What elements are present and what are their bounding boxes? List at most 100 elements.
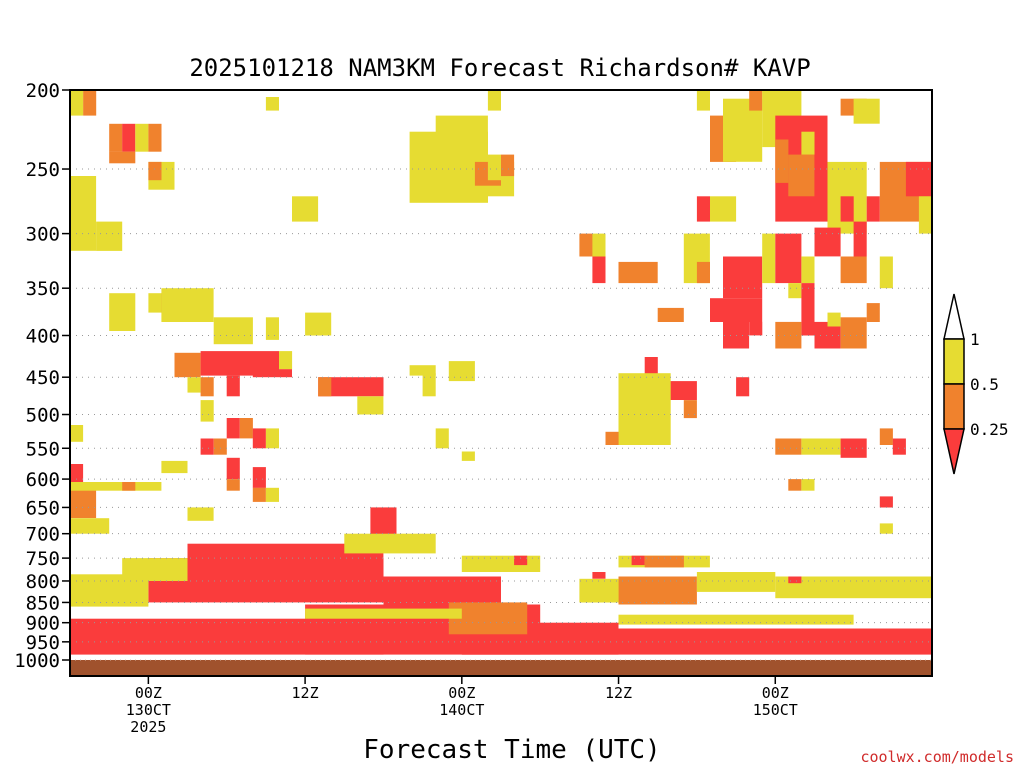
ri-cell-low xyxy=(226,457,240,480)
y-tick-label: 350 xyxy=(26,278,60,300)
ri-cell-low xyxy=(840,196,854,222)
ri-cell-low xyxy=(749,321,763,336)
ri-cell-mid xyxy=(213,438,227,455)
ri-cell-high xyxy=(579,578,619,603)
ri-cell-high xyxy=(265,428,279,449)
ri-cell-mid xyxy=(109,123,123,152)
ri-cell-mid xyxy=(618,576,697,605)
ri-cell-high xyxy=(487,154,501,181)
ri-cell-low xyxy=(853,221,867,257)
ri-cell-mid xyxy=(318,377,332,397)
ri-cell-low xyxy=(226,418,240,439)
legend-swatch-below-0.25 xyxy=(943,428,965,475)
ri-cell-mid xyxy=(148,161,162,181)
y-axis: 200 250 300 350 400 450 500 550 600 650 7007508008… xyxy=(14,80,70,672)
ri-cell-high xyxy=(213,317,253,345)
ri-cell-high xyxy=(187,507,214,521)
ri-cell-high xyxy=(592,233,606,257)
ri-cell-high xyxy=(487,90,501,111)
legend-label: 0.5 xyxy=(970,375,999,394)
ri-cell-mid xyxy=(879,428,893,445)
ri-cell-high xyxy=(618,373,671,445)
ri-cell-mid xyxy=(174,352,201,378)
ri-cell-low xyxy=(644,357,658,378)
y-tick-label: 800 xyxy=(26,571,60,593)
legend-swatch-0.5-1 xyxy=(943,338,965,385)
ri-cell-mid xyxy=(501,154,515,177)
ri-cell-high xyxy=(357,396,384,415)
ri-cell-high xyxy=(161,288,214,322)
ri-cell-mid xyxy=(840,256,867,284)
x-axis-label: Forecast Time (UTC) xyxy=(363,735,660,765)
ri-cell-high xyxy=(801,131,815,155)
ri-cell-high xyxy=(853,98,880,124)
ri-cell-mid xyxy=(148,123,162,152)
ri-cell-high xyxy=(461,451,475,461)
ri-cell-high xyxy=(788,283,802,299)
ri-cell-mid xyxy=(83,90,97,116)
ri-cell-mid xyxy=(788,479,802,491)
x-tick-label: 2025 xyxy=(130,718,166,736)
ri-cell-high xyxy=(305,608,462,619)
ri-cell-mid xyxy=(657,307,684,322)
ri-cell-high xyxy=(461,555,541,572)
ri-cell-high xyxy=(265,317,279,340)
y-tick-label: 600 xyxy=(26,469,60,491)
ri-cell-high xyxy=(448,361,475,382)
ri-cell-low xyxy=(814,227,841,257)
y-tick-label: 850 xyxy=(26,592,60,614)
y-tick-label: 1000 xyxy=(14,650,60,672)
ri-cell-mid xyxy=(579,233,593,257)
colorbar-legend: 1 0.5 0.25 xyxy=(943,293,1009,475)
ri-cell-high xyxy=(135,123,149,152)
ri-cell-low xyxy=(252,428,266,449)
ri-cell-high xyxy=(148,293,162,313)
ri-cell-high xyxy=(801,438,841,455)
ri-cell-high xyxy=(122,558,188,581)
ri-cell-mid xyxy=(226,479,240,491)
y-tick-label: 400 xyxy=(26,325,60,347)
ri-cell-low xyxy=(736,377,750,397)
x-tick-label: 12Z xyxy=(605,684,632,702)
y-tick-label: 300 xyxy=(26,224,60,246)
ri-cell-low xyxy=(592,256,606,284)
ri-cell-low xyxy=(226,375,240,397)
ri-cell-mid xyxy=(775,438,802,455)
ri-cell-high xyxy=(801,479,815,491)
ri-cell-low xyxy=(383,576,501,607)
ri-cell-high xyxy=(696,572,776,592)
ri-cell-high xyxy=(422,373,436,397)
ri-cell-high xyxy=(801,256,815,284)
y-tick-label: 750 xyxy=(26,548,60,570)
ri-cell-low xyxy=(631,555,645,566)
plot-area xyxy=(69,89,933,677)
x-tick-label: 130CT xyxy=(126,701,171,719)
ri-cell-low xyxy=(892,438,906,455)
ri-cell-mid xyxy=(644,555,684,568)
x-tick-label: 00Z xyxy=(762,684,789,702)
credit-text: coolwx.com/models xyxy=(860,748,1014,766)
ri-cell-mid xyxy=(775,321,802,349)
legend-label: 0.25 xyxy=(970,420,1009,439)
ri-cell-low xyxy=(696,196,710,222)
ri-cell-mid xyxy=(840,317,867,349)
ri-cell-mid xyxy=(252,487,266,502)
ri-cell-high xyxy=(435,428,449,449)
ri-cell-low xyxy=(879,496,893,508)
ri-cell-high xyxy=(827,312,841,327)
chart-title: 2025101218 NAM3KM Forecast Richardson# K… xyxy=(189,54,810,82)
ri-cell-high xyxy=(70,518,110,534)
ri-cell-high xyxy=(70,482,162,491)
ri-cell-mid xyxy=(70,487,97,519)
ri-cell-low xyxy=(710,298,763,322)
ri-cell-high xyxy=(879,523,893,534)
x-tick-label: 00Z xyxy=(135,684,162,702)
plot-frame xyxy=(69,89,933,677)
ri-cell-low xyxy=(252,369,292,378)
y-tick-label: 500 xyxy=(26,405,60,427)
ri-cell-low xyxy=(840,438,867,458)
ri-cell-mid xyxy=(448,602,528,635)
ri-cell-mid xyxy=(239,418,253,439)
